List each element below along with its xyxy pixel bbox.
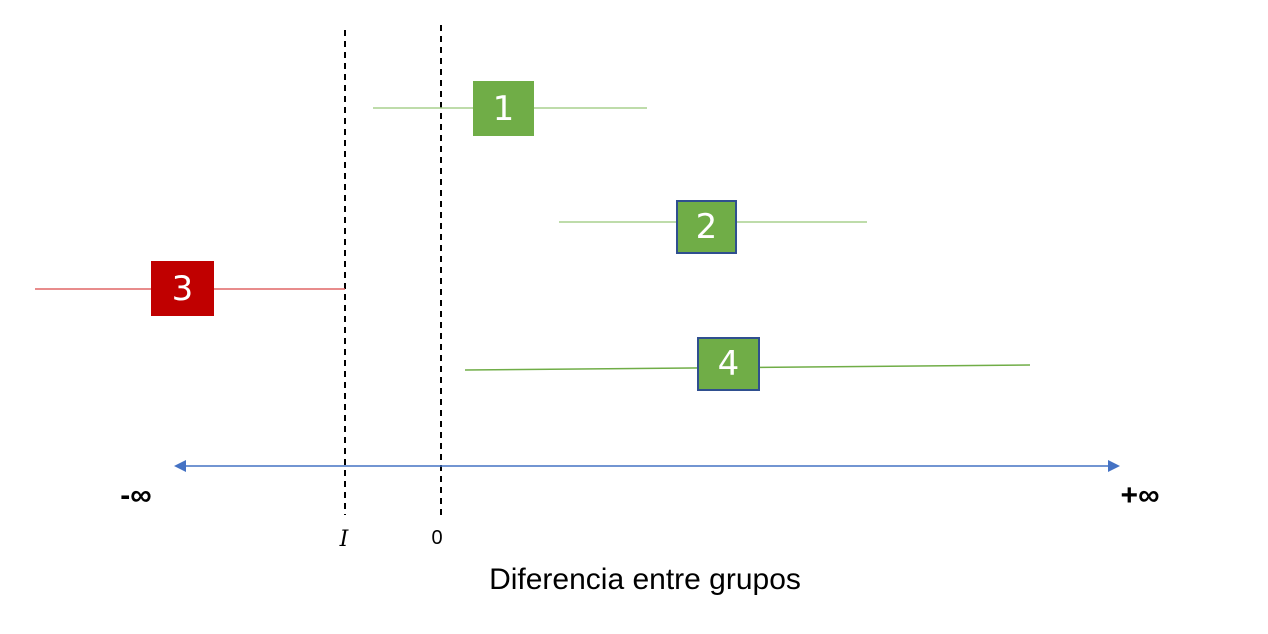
- result-label-3: 3: [172, 269, 194, 309]
- margin-label: I: [339, 527, 350, 552]
- result-label-4: 4: [718, 344, 740, 384]
- minus-infinity-label: -∞: [120, 479, 151, 512]
- zero-label: 0: [431, 527, 442, 549]
- result-box-4: 4: [697, 337, 760, 391]
- result-label-1: 1: [493, 89, 515, 129]
- result-box-3: 3: [151, 261, 214, 316]
- axis-title: Diferencia entre grupos: [489, 563, 801, 596]
- result-label-2: 2: [696, 207, 718, 247]
- result-box-1: 1: [473, 81, 534, 136]
- plus-infinity-label: +∞: [1121, 479, 1160, 512]
- result-box-2: 2: [676, 200, 737, 254]
